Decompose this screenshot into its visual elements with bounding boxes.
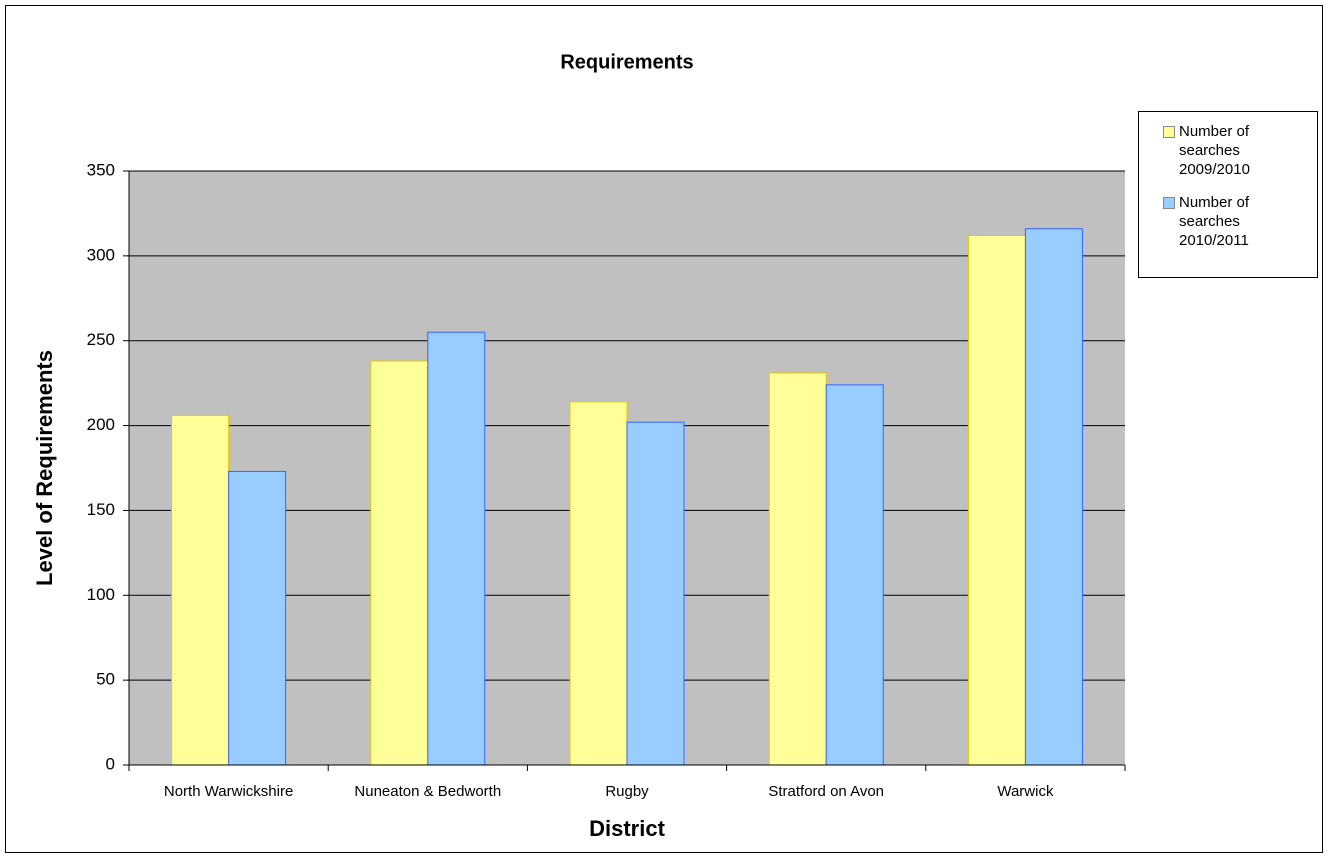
x-tick-label: North Warwickshire <box>164 783 293 800</box>
x-tick-label: Nuneaton & Bedworth <box>354 783 501 800</box>
bar <box>171 414 230 766</box>
y-axis-title: Level of Requirements <box>32 350 57 586</box>
bar <box>569 401 628 766</box>
x-axis-title: District <box>589 816 665 841</box>
bar <box>967 234 1026 766</box>
y-tick-label: 200 <box>87 415 115 434</box>
bar <box>626 421 685 766</box>
legend-item: Number of searches 2009/2010 <box>1163 122 1299 179</box>
x-tick-label: Warwick <box>997 783 1054 800</box>
bar <box>370 360 429 766</box>
chart-title: Requirements <box>560 51 693 73</box>
y-tick-label: 50 <box>96 670 115 689</box>
legend-label: Number of searches 2010/2011 <box>1179 194 1250 249</box>
y-tick-label: 100 <box>87 585 115 604</box>
x-tick-label: Stratford on Avon <box>768 783 884 800</box>
y-tick-label: 250 <box>87 330 115 349</box>
x-tick-label: Rugby <box>605 783 649 800</box>
y-tick-label: 0 <box>106 754 115 773</box>
legend-item: Number of searches 2010/2011 <box>1163 193 1299 250</box>
legend-swatch <box>1163 126 1175 138</box>
bar <box>1024 228 1083 766</box>
bar <box>228 470 287 766</box>
y-tick-label: 150 <box>87 500 115 519</box>
bar <box>825 384 884 766</box>
legend: Number of searches 2009/2010 Number of se… <box>1138 111 1318 278</box>
y-tick-label: 300 <box>87 245 115 264</box>
bar <box>427 331 486 766</box>
bar <box>768 372 827 766</box>
legend-swatch <box>1163 197 1175 209</box>
legend-label: Number of searches 2009/2010 <box>1179 123 1250 178</box>
y-tick-label: 350 <box>87 160 115 179</box>
